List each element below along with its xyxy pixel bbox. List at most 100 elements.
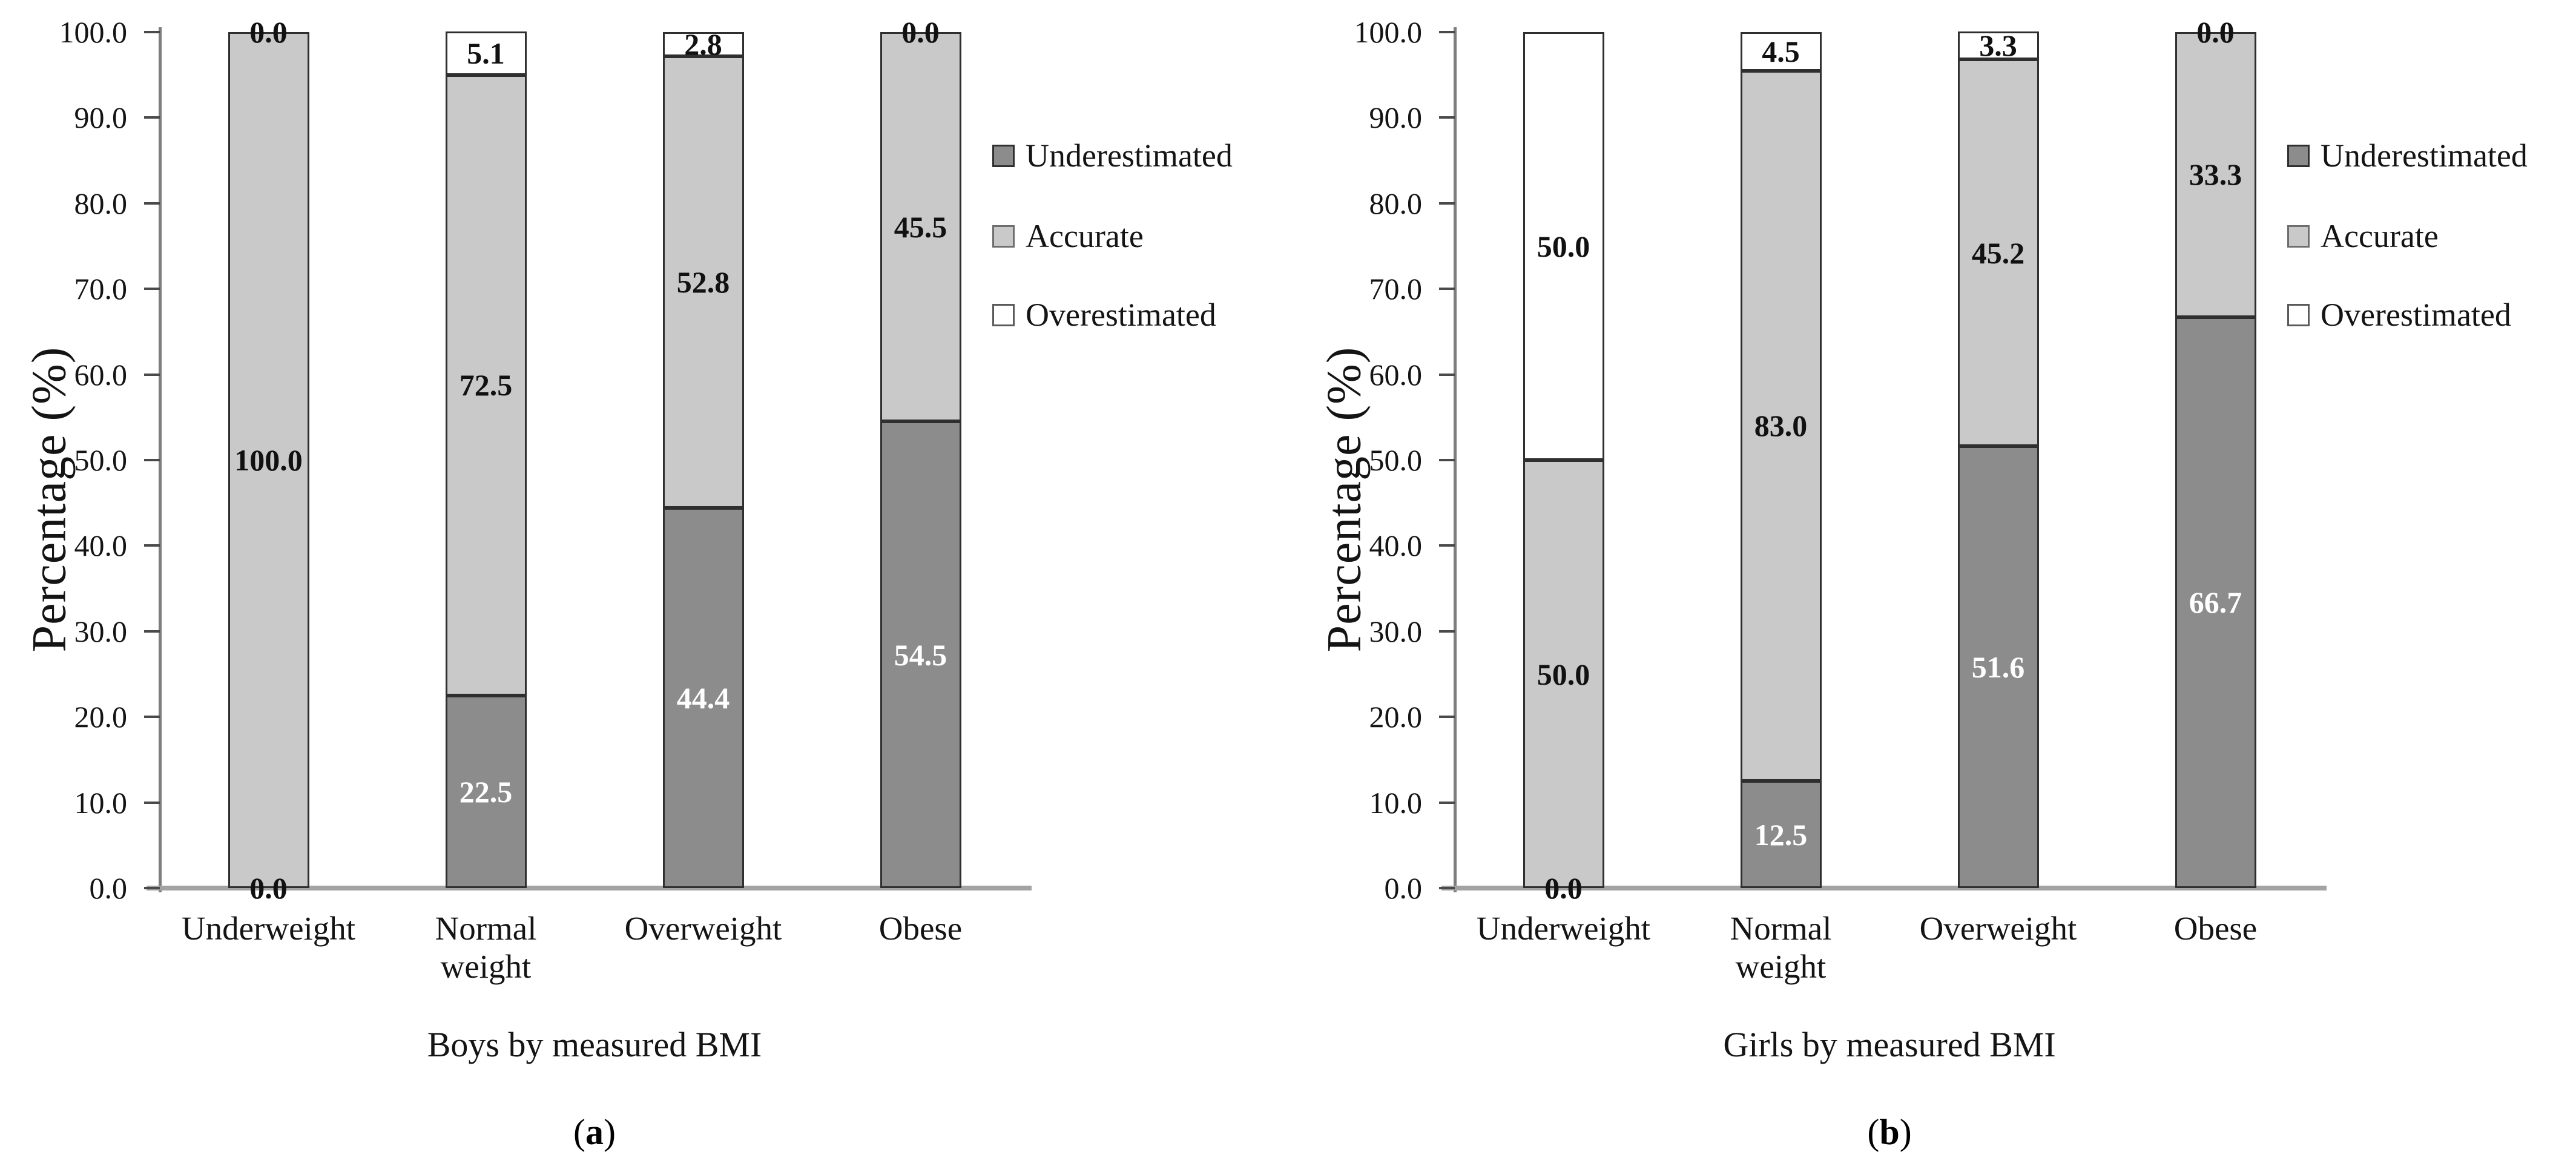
y-tick-label: 30.0: [74, 614, 128, 648]
paren-close: ): [1899, 1112, 1912, 1152]
y-tick-label: 30.0: [1369, 614, 1423, 648]
y-tick-mark: [1439, 459, 1455, 461]
y-axis-line: [1454, 27, 1457, 892]
y-axis-title: Percentage (%): [22, 346, 76, 653]
legend-item-accurate: Accurate: [992, 218, 1144, 254]
y-tick-mark: [144, 630, 160, 633]
legend-swatch-overestimated-icon: [2287, 303, 2310, 326]
bar-segment-overestimated: [1957, 31, 2039, 60]
bar-segment-overestimated: [1740, 32, 1822, 71]
y-tick-mark: [144, 887, 160, 889]
bar-value-label: 4.5: [1762, 34, 1800, 68]
y-tick-mark: [1439, 544, 1455, 547]
paren-close: ): [604, 1112, 616, 1152]
bar-segment-accurate: [445, 74, 527, 696]
y-tick-mark: [144, 544, 160, 547]
category-label: Normal weight: [435, 910, 537, 985]
y-axis-title: Percentage (%): [1317, 346, 1371, 653]
y-tick-mark: [1439, 373, 1455, 376]
category-label: Underweight: [181, 910, 356, 947]
y-tick-label: 40.0: [1369, 528, 1423, 563]
bar-value-label: 100.0: [234, 443, 303, 477]
y-tick-label: 40.0: [74, 528, 128, 563]
y-tick-label: 100.0: [59, 15, 128, 49]
bar-value-label: 45.2: [1971, 235, 2025, 270]
y-tick-label: 20.0: [74, 700, 128, 734]
y-tick-label: 60.0: [1369, 357, 1423, 392]
bar-segment-underestimated: [1740, 781, 1822, 888]
bar-value-label: 51.6: [1971, 650, 2025, 685]
bar-value-label: 50.0: [1537, 229, 1590, 263]
y-tick-mark: [144, 801, 160, 804]
legend-label: Overestimated: [1026, 297, 1216, 333]
x-axis-line: [147, 886, 1032, 891]
legend-item-overestimated: Overestimated: [992, 297, 1216, 333]
bar-segment-accurate: [1957, 59, 2039, 447]
bar-value-label: 45.5: [894, 209, 947, 244]
legend-item-overestimated: Overestimated: [2287, 297, 2511, 333]
bar-value-label: 22.5: [459, 774, 513, 809]
y-axis-line: [159, 27, 162, 892]
bar-segment-underestimated: [1957, 446, 2039, 888]
x-axis-line: [1441, 886, 2327, 891]
bar-value-label: 2.8: [684, 27, 722, 61]
bar-value-label: 0.0: [249, 871, 288, 905]
y-tick-label: 0.0: [89, 871, 128, 905]
panel-label: (a): [573, 1111, 616, 1153]
panel-letter: b: [1879, 1112, 1900, 1152]
y-tick-label: 100.0: [1354, 15, 1423, 49]
bar-segment-accurate: [880, 32, 961, 422]
bar-value-label: 0.0: [901, 15, 940, 49]
y-tick-mark: [144, 202, 160, 205]
category-label: Obese: [2173, 910, 2258, 947]
legend-swatch-underestimated-icon: [992, 144, 1015, 167]
bar-segment-accurate: [2175, 32, 2256, 317]
y-tick-label: 10.0: [74, 785, 128, 820]
y-tick-mark: [1439, 288, 1455, 291]
y-tick-mark: [144, 31, 160, 33]
bar-segment-underestimated: [662, 508, 744, 888]
bar-value-label: 5.1: [467, 36, 505, 70]
bar-value-label: 33.3: [2189, 157, 2242, 192]
y-tick-label: 90.0: [1369, 100, 1423, 135]
chart-caption: Girls by measured BMI: [1723, 1025, 2056, 1064]
bar-segment-underestimated: [880, 421, 961, 888]
bar-segment-underestimated: [445, 695, 527, 888]
bar-value-label: 0.0: [249, 15, 288, 49]
legend-item-underestimated: Underestimated: [992, 137, 1233, 174]
chart-caption: Boys by measured BMI: [427, 1025, 762, 1064]
category-label: Underweight: [1476, 910, 1651, 947]
legend-swatch-underestimated-icon: [2287, 144, 2310, 167]
y-tick-label: 70.0: [1369, 272, 1423, 306]
legend-label: Accurate: [2321, 218, 2439, 254]
y-tick-label: 20.0: [1369, 700, 1423, 734]
bar-segment-accurate: [1523, 460, 1604, 888]
paren-open: (: [573, 1112, 585, 1152]
legend-swatch-overestimated-icon: [992, 303, 1015, 326]
bar-segment-accurate: [228, 32, 309, 888]
category-label: Normal weight: [1730, 910, 1832, 985]
y-tick-mark: [1439, 801, 1455, 804]
category-label: Overweight: [1919, 910, 2077, 947]
bar-value-label: 66.7: [2189, 585, 2242, 620]
y-tick-label: 50.0: [74, 443, 128, 477]
bar-segment-underestimated: [2175, 317, 2256, 888]
bar-value-label: 3.3: [1979, 28, 2017, 62]
bar-segment-accurate: [1740, 70, 1822, 782]
y-tick-mark: [1439, 716, 1455, 719]
y-tick-mark: [1439, 887, 1455, 889]
paren-open: (: [1867, 1112, 1880, 1152]
y-tick-label: 80.0: [1369, 186, 1423, 220]
bar-segment-overestimated: [662, 32, 744, 56]
panel-label: (b): [1867, 1111, 1911, 1153]
bar-value-label: 54.5: [894, 637, 947, 672]
y-tick-mark: [144, 288, 160, 291]
legend-item-underestimated: Underestimated: [2287, 137, 2528, 174]
bar-value-label: 0.0: [1544, 871, 1583, 905]
y-tick-label: 70.0: [74, 272, 128, 306]
bar-value-label: 0.0: [2196, 15, 2235, 49]
legend-label: Underestimated: [2321, 137, 2528, 174]
y-tick-mark: [1439, 116, 1455, 119]
